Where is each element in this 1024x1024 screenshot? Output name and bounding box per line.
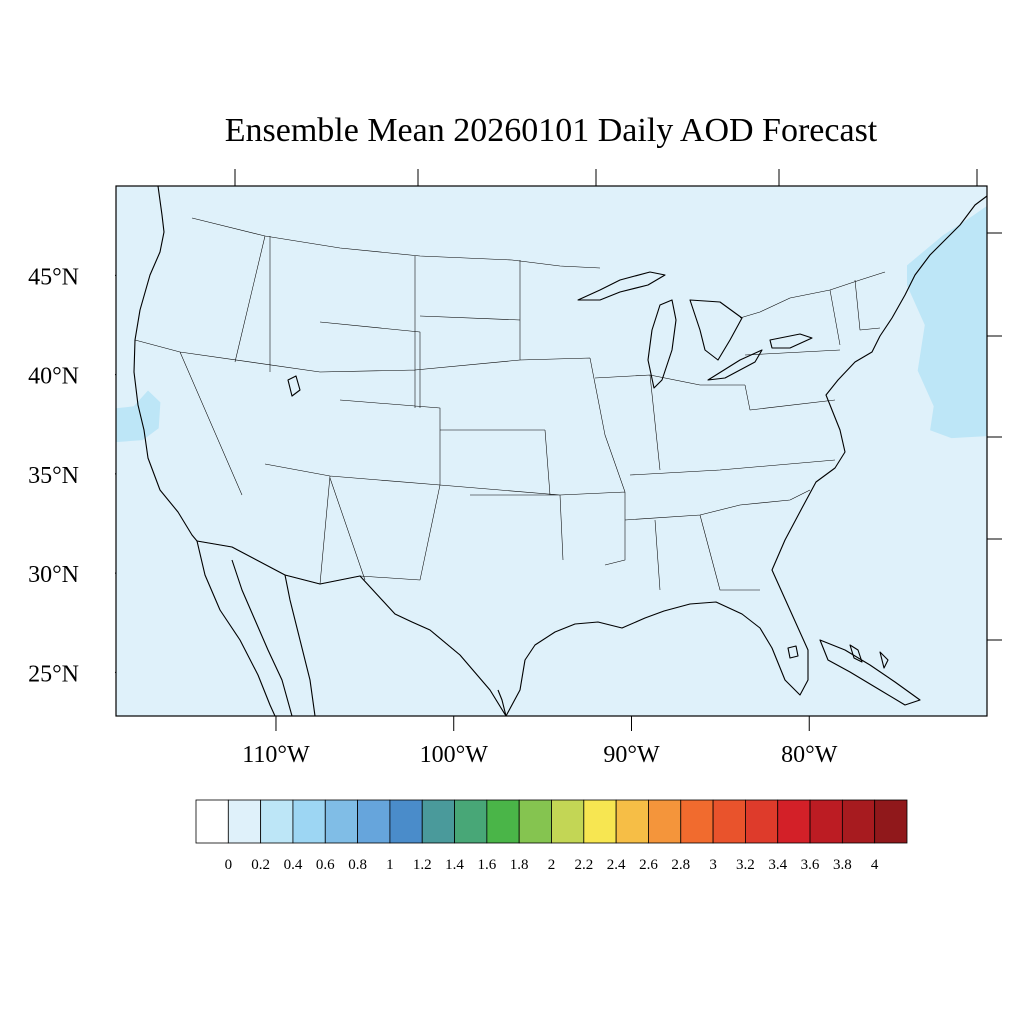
colorbar-swatch xyxy=(486,799,520,844)
lat-tick-label: 40°N xyxy=(28,364,79,390)
bahamas-coast xyxy=(849,644,889,669)
colorbar-label: 2.4 xyxy=(607,857,626,873)
us-mexico-border xyxy=(196,540,507,716)
colorbar-label: 1.2 xyxy=(413,857,432,873)
colorbar-label: 2.8 xyxy=(671,857,690,873)
mexico-gulf-coast xyxy=(497,689,507,716)
colorbar-swatch xyxy=(712,799,746,844)
map-title: Ensemble Mean 20260101 Daily AOD Forecas… xyxy=(225,112,878,149)
colorbar-swatch xyxy=(357,799,391,844)
lat-tick-label: 30°N xyxy=(28,562,79,588)
lake-okeechobee xyxy=(787,645,799,659)
colorbar-swatch xyxy=(260,799,294,844)
baja-coast xyxy=(196,540,293,716)
colorbar-label: 1.8 xyxy=(510,857,529,873)
cuba-coast xyxy=(819,639,921,706)
colorbar-label: 3.2 xyxy=(736,857,755,873)
colorbar-swatch xyxy=(648,799,682,844)
colorbar-swatch xyxy=(809,799,843,844)
colorbar-label: 1.6 xyxy=(477,857,496,873)
lon-tick-label: 90°W xyxy=(603,742,660,768)
lake-ontario xyxy=(769,333,813,349)
colorbar-label: 4 xyxy=(871,857,879,873)
mexico-pacific-coast xyxy=(284,574,316,716)
colorbar-label: 0.6 xyxy=(316,857,335,873)
colorbar-label: 0.2 xyxy=(251,857,270,873)
colorbar-label: 2.6 xyxy=(639,857,658,873)
colorbar-label: 0 xyxy=(225,857,233,873)
colorbar-swatch xyxy=(292,799,326,844)
state-border-layer xyxy=(134,217,886,716)
colorbar-swatch xyxy=(195,799,229,844)
colorbar: 0 0.2 0.4 0.6 0.8 1 1.2 1.4 1.6 1.8 2 2.2 2.4 2.6 2.8 3… xyxy=(195,799,908,873)
colorbar-label: 1.4 xyxy=(445,857,464,873)
ocean-background xyxy=(116,186,987,716)
colorbar-label: 2.2 xyxy=(574,857,593,873)
colorbar-swatch xyxy=(583,799,617,844)
map-frame-border xyxy=(115,185,988,717)
longitude-axis: 110°W 100°W 90°W 80°W xyxy=(234,169,978,768)
lake-huron xyxy=(689,299,743,361)
atlantic-aod-patch xyxy=(907,205,987,439)
lat-tick-label: 35°N xyxy=(28,463,79,489)
colorbar-swatch xyxy=(680,799,714,844)
colorbar-swatch xyxy=(227,799,262,844)
coastline-layer xyxy=(133,186,987,716)
colorbar-label: 1 xyxy=(386,857,394,873)
lon-tick-label: 110°W xyxy=(242,742,310,768)
lon-tick-label: 100°W xyxy=(420,742,489,768)
lake-superior xyxy=(577,271,666,301)
map-panel xyxy=(115,185,988,717)
colorbar-swatch xyxy=(421,799,455,844)
colorbar-swatch xyxy=(324,799,358,844)
colorbar-swatch xyxy=(454,799,488,844)
pacific-aod-patch xyxy=(116,390,161,443)
colorbar-label: 3 xyxy=(709,857,717,873)
colorbar-label: 0.8 xyxy=(348,857,367,873)
latitude-axis: 45°N 40°N 35°N 30°N 25°N xyxy=(28,232,1002,687)
colorbar-label: 2 xyxy=(548,857,556,873)
lon-tick-label: 80°W xyxy=(781,742,838,768)
colorbar-swatch xyxy=(745,799,779,844)
lat-tick-label: 45°N xyxy=(28,264,79,290)
aod-field-layer xyxy=(116,205,987,443)
lake-erie xyxy=(707,349,763,381)
great-salt-lake xyxy=(287,375,301,397)
colorbar-label: 0.4 xyxy=(284,857,303,873)
colorbar-swatch xyxy=(841,799,876,844)
colorbar-swatch xyxy=(615,799,649,844)
lat-tick-label: 25°N xyxy=(28,661,79,687)
colorbar-swatch xyxy=(874,799,908,844)
colorbar-label: 3.4 xyxy=(768,857,787,873)
colorbar-swatch xyxy=(777,799,811,844)
colorbar-swatch xyxy=(551,799,585,844)
state-lines xyxy=(134,235,881,591)
colorbar-swatch xyxy=(518,799,552,844)
colorbar-label: 3.6 xyxy=(801,857,820,873)
lake-michigan xyxy=(647,299,677,389)
us-canada-border-east xyxy=(739,271,886,319)
conus-coastline xyxy=(133,186,987,716)
colorbar-label: 3.8 xyxy=(833,857,852,873)
colorbar-swatch xyxy=(389,799,423,844)
